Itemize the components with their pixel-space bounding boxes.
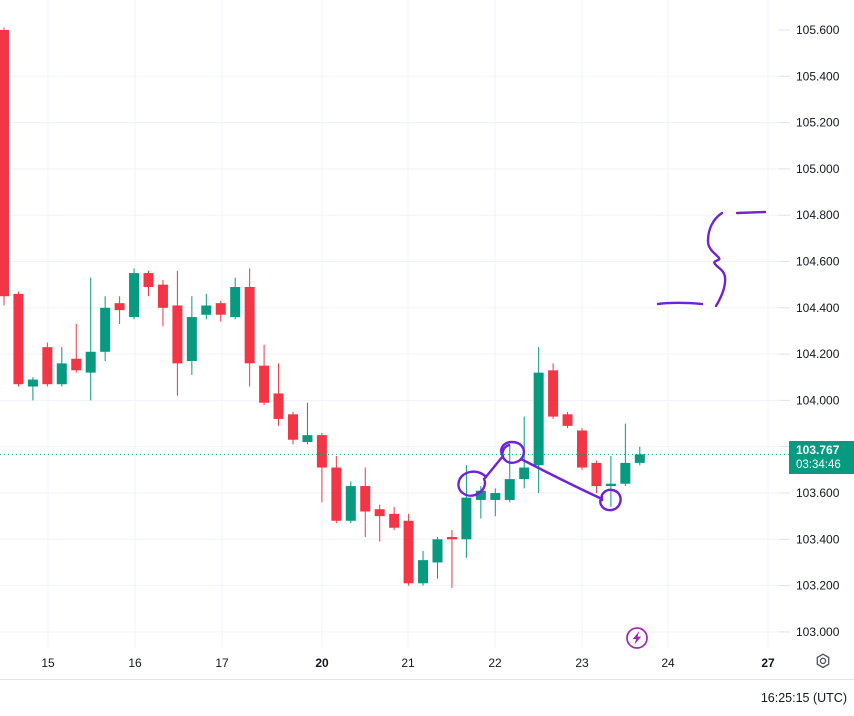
candle-body (230, 286, 241, 318)
time-axis-label[interactable]: 17 (215, 656, 229, 670)
candle-body (244, 286, 255, 364)
brush-line-down[interactable] (519, 457, 604, 501)
candle-body (475, 490, 486, 500)
candle-body (591, 462, 602, 487)
candle-body (548, 370, 559, 417)
candle-body (490, 493, 501, 500)
candle-body (157, 284, 168, 308)
brush-squiggle[interactable] (706, 211, 727, 308)
candle-body (56, 363, 67, 385)
gear-center (819, 657, 827, 665)
time-axis-separator (0, 679, 854, 680)
brush-dash-lower[interactable] (656, 301, 704, 306)
price-axis-label[interactable]: 104.000 (796, 393, 840, 407)
candle-body (345, 486, 356, 521)
price-axis-label[interactable]: 105.600 (796, 23, 840, 37)
candle-body (403, 520, 414, 584)
candle-body (288, 414, 298, 440)
lightning-bolt (632, 631, 642, 645)
brush-dash-upper[interactable] (735, 210, 767, 215)
time-axis-label[interactable]: 21 (401, 656, 415, 670)
brush-loop-1[interactable] (457, 470, 488, 497)
utc-clock[interactable]: 16:25:15 (UTC) (760, 691, 847, 705)
price-axis-label[interactable]: 104.800 (796, 208, 840, 222)
candle-body (331, 467, 342, 521)
lightning-drawing-icon[interactable] (624, 625, 650, 651)
candle-body (0, 30, 9, 297)
candle-body (389, 513, 400, 528)
candle-body (360, 486, 371, 512)
time-axis-label[interactable]: 24 (661, 656, 675, 670)
time-axis-label[interactable]: 27 (761, 656, 775, 670)
candle-body (273, 393, 284, 419)
candle-body (172, 305, 183, 364)
brush-circle-end[interactable] (599, 488, 622, 512)
axis-settings-gear-icon[interactable] (813, 651, 833, 671)
price-axis-label[interactable]: 105.000 (796, 162, 840, 176)
time-axis-label[interactable]: 20 (315, 656, 329, 670)
candle-body (316, 435, 327, 468)
candle-body (259, 365, 270, 403)
price-axis-label[interactable]: 104.200 (796, 347, 840, 361)
gear-hexagon (816, 653, 830, 669)
candle-body (461, 497, 472, 540)
price-axis-label[interactable]: 104.400 (796, 301, 840, 315)
candle-body (100, 307, 111, 352)
candle-body (27, 379, 38, 387)
candle-body (114, 303, 125, 311)
price-axis-label[interactable]: 103.400 (796, 532, 840, 546)
candle-body (533, 372, 544, 466)
candle-body (432, 539, 443, 563)
candle-body (605, 483, 616, 487)
price-axis-label[interactable]: 105.400 (796, 69, 840, 83)
time-axis-label[interactable]: 16 (128, 656, 142, 670)
candle-body (504, 479, 515, 500)
lightning-circle (626, 627, 648, 649)
candle-body (71, 358, 82, 371)
candle-body (577, 430, 587, 468)
price-axis-label[interactable]: 103.200 (796, 579, 840, 593)
candle-body (620, 462, 631, 484)
candle-body (42, 347, 53, 385)
price-axis-label[interactable]: 104.600 (796, 255, 840, 269)
candle-body (186, 317, 197, 362)
candle-body (446, 536, 457, 540)
candle-body (13, 293, 24, 385)
candle-body (129, 273, 140, 318)
price-axis-label[interactable]: 103.600 (796, 486, 840, 500)
candle-body (634, 454, 645, 463)
candle-body (374, 509, 385, 517)
candle-body (562, 414, 573, 426)
time-axis-label[interactable]: 22 (488, 656, 502, 670)
candle-body (85, 351, 96, 373)
brush-loop-2[interactable] (499, 440, 526, 464)
candle-body (418, 560, 429, 584)
candle-body (302, 435, 313, 443)
time-axis-label[interactable]: 23 (575, 656, 589, 670)
candle-body (201, 305, 212, 315)
candle-body (215, 303, 226, 315)
price-axis-label[interactable]: 105.200 (796, 116, 840, 130)
candle-body (143, 273, 154, 287)
brush-line-up[interactable] (483, 454, 505, 480)
current-price-badge: 103.767 03:34:46 (789, 441, 854, 474)
current-price: 103.767 (796, 443, 840, 457)
time-axis-label[interactable]: 15 (41, 656, 55, 670)
candle-body (519, 467, 530, 480)
bar-countdown-timer: 03:34:46 (796, 459, 841, 471)
price-axis-label[interactable]: 103.000 (796, 625, 840, 639)
